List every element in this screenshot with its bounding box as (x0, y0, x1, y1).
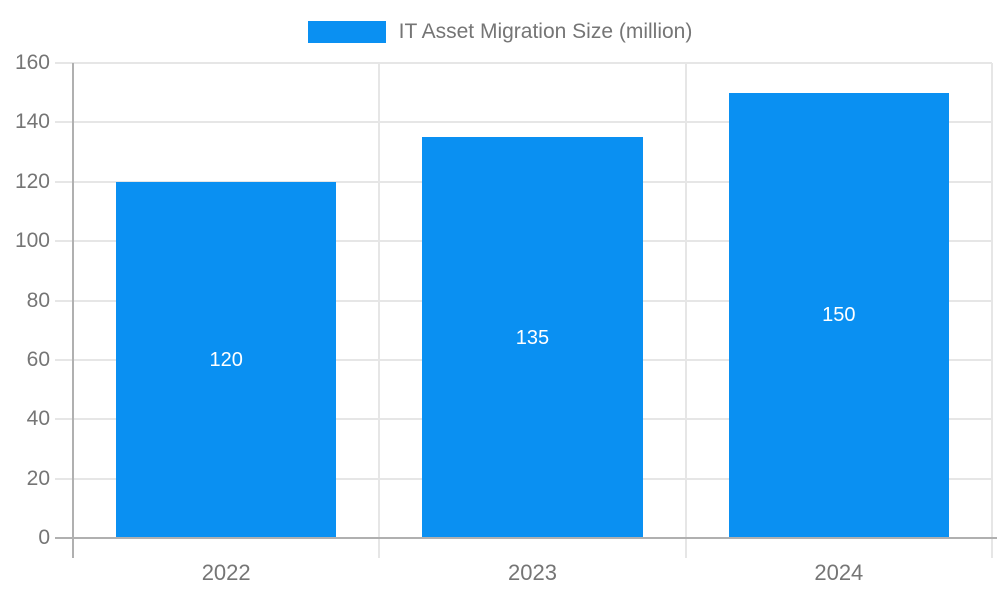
x-axis-line (55, 537, 997, 539)
y-gridline (73, 121, 992, 124)
y-tick-mark (55, 358, 73, 361)
bar-value-label: 150 (822, 304, 856, 327)
y-axis-tick-label: 140 (14, 110, 50, 134)
x-axis-tick-label: 2024 (814, 560, 864, 585)
y-tick-mark (55, 121, 73, 124)
y-tick-mark (55, 180, 73, 183)
bar-value-label: 120 (209, 348, 243, 371)
y-axis-tick-label: 40 (26, 407, 50, 431)
y-axis-tick-label: 80 (26, 288, 50, 312)
x-tick-mark (378, 538, 381, 558)
bar-2024[interactable] (728, 92, 950, 538)
y-tick-mark (55, 299, 73, 302)
y-axis-tick-label: 60 (26, 347, 50, 371)
bar-value-label: 135 (515, 326, 550, 349)
chart-legend[interactable]: IT Asset Migration Size (million) (0, 19, 1000, 45)
y-tick-mark (55, 477, 73, 480)
y-gridline (73, 62, 992, 64)
y-axis-tick-label: 0 (38, 526, 50, 549)
y-tick-mark (55, 240, 73, 243)
x-gridline (378, 63, 381, 538)
x-axis-tick-label: 2022 (201, 560, 251, 585)
y-axis-tick-label: 120 (14, 169, 50, 193)
bar-2022[interactable] (115, 181, 337, 538)
y-axis-tick-label: 100 (14, 229, 50, 253)
y-axis-tick-label: 20 (26, 466, 50, 490)
x-gridline (991, 63, 993, 538)
x-gridline (684, 63, 687, 538)
x-tick-mark (684, 538, 687, 558)
legend-swatch (307, 21, 386, 43)
x-axis-tick-label: 2023 (508, 560, 557, 585)
legend-label: IT Asset Migration Size (million) (398, 20, 693, 43)
x-tick-mark (991, 538, 993, 558)
y-tick-mark (55, 62, 73, 64)
y-axis-tick-label: 160 (14, 51, 50, 74)
y-tick-mark (55, 418, 73, 421)
bar-2023[interactable] (422, 137, 643, 538)
y-axis-line (72, 63, 74, 558)
